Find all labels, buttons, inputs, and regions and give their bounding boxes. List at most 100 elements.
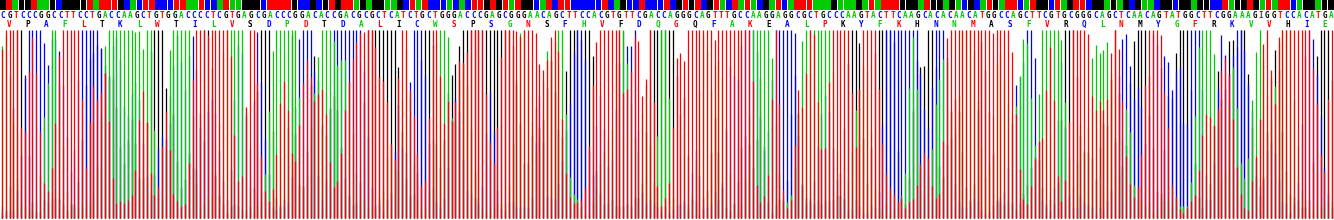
- Text: T: T: [1315, 11, 1321, 20]
- Bar: [868, 0, 874, 10]
- Text: Q: Q: [1082, 20, 1086, 29]
- Bar: [664, 0, 670, 10]
- Text: A: A: [1151, 11, 1155, 20]
- Text: C: C: [738, 11, 742, 20]
- Bar: [435, 0, 440, 10]
- Text: G: G: [674, 20, 679, 29]
- Text: G: G: [618, 11, 622, 20]
- Bar: [527, 0, 534, 10]
- Bar: [751, 0, 756, 10]
- Bar: [658, 0, 663, 10]
- Bar: [297, 0, 304, 10]
- Text: G: G: [420, 11, 424, 20]
- Bar: [478, 0, 483, 10]
- Text: G: G: [680, 11, 686, 20]
- Bar: [1309, 0, 1315, 10]
- Text: T: T: [712, 11, 716, 20]
- Bar: [75, 0, 80, 10]
- Text: A: A: [1310, 11, 1314, 20]
- Text: G: G: [992, 11, 996, 20]
- Text: G: G: [1018, 11, 1022, 20]
- Bar: [800, 0, 806, 10]
- Bar: [440, 0, 447, 10]
- Text: A: A: [871, 11, 875, 20]
- Bar: [962, 0, 967, 10]
- Bar: [199, 0, 204, 10]
- Text: A: A: [268, 11, 272, 20]
- Text: A: A: [988, 20, 994, 29]
- Bar: [1229, 0, 1234, 10]
- Bar: [738, 0, 744, 10]
- Bar: [25, 0, 31, 10]
- Text: G: G: [706, 11, 711, 20]
- Text: G: G: [496, 11, 502, 20]
- Bar: [1315, 0, 1321, 10]
- Bar: [143, 0, 148, 10]
- Text: A: A: [344, 11, 348, 20]
- Text: G: G: [515, 11, 520, 20]
- Bar: [223, 0, 229, 10]
- Bar: [217, 0, 223, 10]
- Text: K: K: [840, 20, 846, 29]
- Text: A: A: [179, 11, 183, 20]
- Text: C: C: [204, 11, 208, 20]
- Bar: [149, 0, 155, 10]
- Text: C: C: [1005, 11, 1009, 20]
- Bar: [875, 0, 880, 10]
- Text: D: D: [267, 20, 271, 29]
- Text: C: C: [185, 11, 189, 20]
- Bar: [1061, 0, 1067, 10]
- Text: A: A: [1099, 11, 1105, 20]
- Bar: [1005, 0, 1011, 10]
- Text: C: C: [59, 11, 63, 20]
- Bar: [1147, 0, 1154, 10]
- Text: A: A: [699, 11, 704, 20]
- Text: C: C: [878, 11, 882, 20]
- Bar: [466, 0, 471, 10]
- Bar: [459, 0, 464, 10]
- Bar: [316, 0, 321, 10]
- Bar: [1222, 0, 1229, 10]
- Text: F: F: [1026, 20, 1031, 29]
- Bar: [229, 0, 235, 10]
- Bar: [1135, 0, 1141, 10]
- Text: G: G: [261, 11, 265, 20]
- Text: D: D: [636, 20, 642, 29]
- Text: R: R: [1063, 20, 1067, 29]
- Text: P: P: [285, 20, 289, 29]
- Text: G: G: [522, 11, 527, 20]
- Text: V: V: [1045, 20, 1049, 29]
- Bar: [819, 0, 824, 10]
- Bar: [1259, 0, 1265, 10]
- Text: G: G: [293, 11, 297, 20]
- Text: G: G: [510, 11, 514, 20]
- Text: C: C: [795, 11, 799, 20]
- Bar: [522, 0, 527, 10]
- Bar: [1191, 0, 1197, 10]
- Text: A: A: [490, 11, 495, 20]
- Bar: [1179, 0, 1185, 10]
- Bar: [447, 0, 452, 10]
- Text: C: C: [109, 11, 113, 20]
- Text: S: S: [452, 20, 456, 29]
- Bar: [831, 0, 838, 10]
- Text: C: C: [922, 11, 927, 20]
- Bar: [1217, 0, 1222, 10]
- Text: T: T: [611, 11, 615, 20]
- Bar: [503, 0, 508, 10]
- Text: G: G: [172, 11, 177, 20]
- Bar: [80, 0, 87, 10]
- Text: T: T: [1177, 11, 1181, 20]
- Bar: [955, 0, 962, 10]
- Text: T: T: [884, 11, 888, 20]
- Text: C: C: [947, 11, 952, 20]
- Text: Y: Y: [1155, 20, 1161, 29]
- Bar: [260, 0, 267, 10]
- Bar: [117, 0, 124, 10]
- Text: A: A: [1246, 11, 1250, 20]
- Bar: [614, 0, 620, 10]
- Bar: [1278, 0, 1283, 10]
- Bar: [856, 0, 862, 10]
- Text: M: M: [970, 20, 975, 29]
- Text: A: A: [960, 11, 964, 20]
